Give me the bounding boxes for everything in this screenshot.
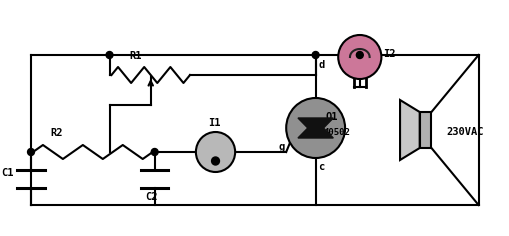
Circle shape [196,132,235,172]
Circle shape [286,98,345,158]
Text: 230VAC: 230VAC [446,127,484,137]
Text: I2: I2 [383,49,396,59]
Circle shape [151,148,158,156]
Text: 40502: 40502 [324,128,350,137]
Bar [420,112,432,148]
Text: c: c [319,162,325,172]
Text: R1: R1 [129,51,142,61]
Text: d: d [319,60,325,70]
Polygon shape [298,118,333,136]
Polygon shape [298,120,333,138]
Circle shape [312,51,319,59]
Circle shape [106,51,113,59]
Text: g: g [278,142,285,152]
Circle shape [27,148,35,156]
Circle shape [338,35,381,79]
Circle shape [356,51,363,59]
Text: R2: R2 [50,128,63,138]
Text: C2: C2 [145,193,157,202]
Text: C1: C1 [1,168,13,177]
Text: I1: I1 [208,118,220,128]
Polygon shape [400,100,420,160]
Text: Q1: Q1 [325,112,338,122]
Circle shape [212,157,219,165]
